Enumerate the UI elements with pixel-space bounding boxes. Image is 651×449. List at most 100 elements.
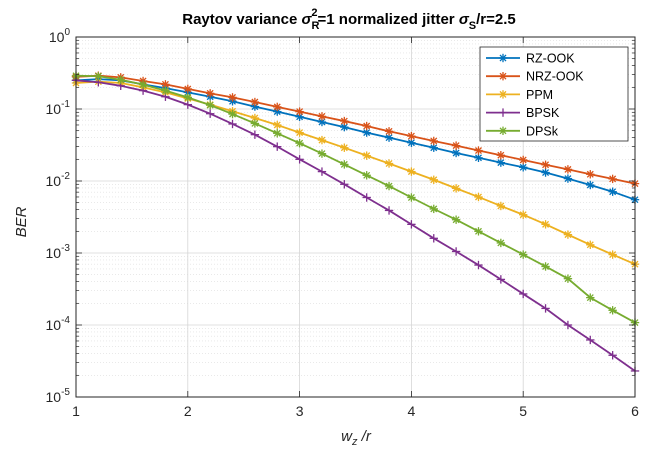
data-point-bpsk	[317, 167, 327, 176]
series-line-ppm	[75, 80, 636, 265]
data-point-nrz-ook	[384, 127, 394, 136]
data-point-dpsk	[519, 250, 528, 259]
x-tick-label: 1	[72, 403, 80, 419]
data-point-dpsk	[273, 129, 282, 138]
data-point-nrz-ook	[228, 93, 237, 102]
y-axis-label: BER	[13, 206, 30, 237]
data-point-nrz-ook	[519, 155, 528, 165]
legend-label: BPSK	[526, 106, 560, 120]
data-point-dpsk	[295, 138, 304, 148]
data-point-dpsk	[183, 93, 192, 102]
legend-marker	[498, 72, 508, 81]
data-point-dpsk	[608, 306, 617, 315]
data-point-nrz-ook	[496, 151, 506, 160]
legend-label: RZ-OOK	[526, 52, 575, 66]
data-point-nrz-ook	[205, 89, 215, 98]
data-point-dpsk	[429, 204, 438, 214]
data-point-bpsk	[608, 351, 617, 360]
data-point-nrz-ook	[563, 165, 573, 174]
y-tick-label: 100	[49, 27, 71, 45]
data-point-dpsk	[384, 181, 394, 191]
data-point-ppm	[429, 175, 438, 184]
data-point-dpsk	[116, 75, 125, 84]
legend-entry-dpsk: DPSk	[486, 124, 559, 138]
data-point-bpsk	[496, 275, 506, 284]
data-point-ppm	[273, 120, 282, 130]
data-point-rz-ook	[429, 143, 438, 152]
data-point-bpsk	[384, 206, 394, 215]
data-point-nrz-ook	[362, 121, 371, 131]
legend-marker	[498, 126, 508, 135]
x-tick-label: 2	[184, 403, 192, 419]
data-point-ppm	[340, 143, 349, 152]
legend-entry-rz-ook: RZ-OOK	[486, 52, 575, 66]
data-point-nrz-ook	[183, 84, 192, 94]
data-point-rz-ook	[474, 153, 483, 163]
y-tick-label: 10-1	[46, 99, 71, 117]
data-point-bpsk	[474, 260, 483, 270]
data-point-dpsk	[496, 238, 506, 248]
data-point-ppm	[474, 192, 483, 202]
data-point-nrz-ook	[451, 141, 461, 150]
data-point-bpsk	[273, 142, 282, 151]
data-point-dpsk	[563, 274, 573, 283]
data-point-dpsk	[94, 72, 103, 81]
data-point-bpsk	[519, 289, 528, 299]
data-point-nrz-ook	[407, 131, 416, 141]
series-line-nrz-ook	[75, 74, 636, 185]
data-point-bpsk	[541, 304, 550, 313]
data-point-ppm	[250, 113, 260, 123]
data-point-rz-ook	[317, 117, 327, 127]
data-point-rz-ook	[451, 148, 461, 158]
legend-entry-ppm: PPM	[486, 88, 553, 102]
data-point-dpsk	[205, 100, 215, 110]
legend-marker	[498, 108, 508, 117]
data-point-bpsk	[451, 247, 461, 256]
series-nrz-ook	[71, 71, 640, 188]
data-point-dpsk	[474, 227, 483, 236]
y-tick-labels: 100 10-1 10-2 10-3 10-4 10-5	[46, 27, 71, 405]
x-tick-labels: 1 2 3 4 5 6	[72, 403, 639, 419]
series-line-bpsk	[75, 79, 636, 372]
data-point-nrz-ook	[340, 116, 349, 126]
x-tick-label: 3	[296, 403, 304, 419]
data-point-ppm	[362, 151, 371, 160]
chart-title: Raytov variance σR2=1 normalized jitter …	[182, 7, 516, 32]
data-point-bpsk	[407, 220, 416, 229]
y-tick-label: 10-2	[46, 171, 71, 189]
x-tick-label: 6	[631, 403, 639, 419]
data-point-nrz-ook	[608, 174, 617, 184]
data-point-nrz-ook	[273, 102, 282, 112]
data-point-bpsk	[250, 130, 260, 139]
legend-entry-bpsk: BPSK	[486, 106, 560, 120]
legend-marker	[498, 53, 508, 63]
data-point-rz-ook	[519, 163, 528, 172]
data-point-bpsk	[563, 320, 573, 330]
data-point-dpsk	[362, 171, 371, 180]
data-point-ppm	[451, 184, 461, 193]
y-tick-label: 10-5	[46, 387, 71, 405]
data-point-ppm	[519, 210, 528, 219]
series-layer	[71, 71, 640, 376]
minor-gridlines	[76, 39, 635, 376]
legend: RZ-OOK NRZ-OOK PPM BPSK DPSk	[479, 46, 629, 142]
data-point-rz-ook	[295, 112, 304, 121]
data-point-ppm	[295, 128, 304, 137]
data-point-ppm	[586, 240, 595, 249]
data-point-dpsk	[407, 193, 416, 202]
data-point-dpsk	[541, 262, 550, 271]
data-point-dpsk	[250, 119, 260, 128]
data-point-bpsk	[340, 180, 349, 189]
data-point-bpsk	[362, 193, 371, 202]
data-point-rz-ook	[541, 168, 550, 177]
x-axis-label: wz /r	[341, 428, 372, 448]
x-tick-label: 4	[408, 403, 416, 419]
legend-label: DPSk	[526, 124, 559, 138]
data-point-nrz-ook	[295, 107, 304, 116]
data-point-ppm	[563, 230, 573, 239]
x-tick-label: 5	[519, 403, 527, 419]
data-point-ppm	[407, 167, 416, 176]
data-point-dpsk	[228, 109, 237, 119]
series-dpsk	[71, 71, 640, 327]
